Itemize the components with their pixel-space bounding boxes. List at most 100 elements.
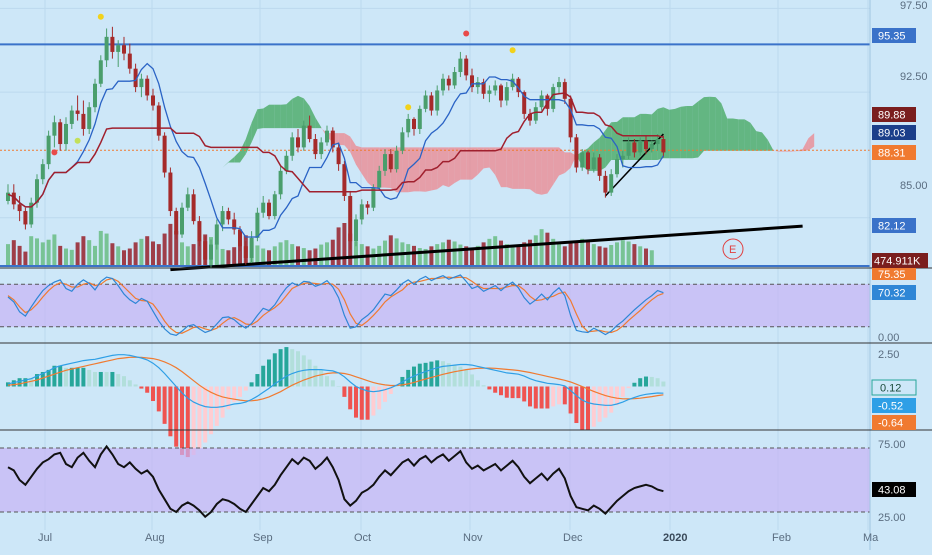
signal-dot-icon[interactable] bbox=[463, 30, 470, 37]
hline-bottom-value: 82.12 bbox=[878, 221, 906, 233]
macd-pane[interactable] bbox=[6, 347, 666, 458]
signal-dot-icon[interactable] bbox=[405, 104, 412, 111]
stochastic-pane[interactable] bbox=[0, 274, 870, 336]
volume-bar bbox=[156, 244, 161, 267]
signal-dot-icon[interactable] bbox=[97, 13, 104, 20]
candle-body bbox=[238, 229, 242, 247]
macd-histogram-bar bbox=[220, 386, 225, 418]
stoch-badge-a-value: 75.35 bbox=[878, 269, 906, 281]
macd-histogram-bar bbox=[649, 376, 654, 387]
candle-body bbox=[325, 130, 329, 143]
macd-histogram-bar bbox=[116, 374, 121, 387]
candle-body bbox=[400, 132, 405, 151]
price-pane[interactable] bbox=[0, 7, 870, 272]
macd-histogram-bar bbox=[586, 386, 590, 431]
stoch-d-line bbox=[7, 276, 664, 334]
candle-body bbox=[197, 221, 202, 242]
ichimoku-cloud-segment bbox=[344, 133, 351, 153]
candle-body bbox=[516, 78, 521, 93]
macd-histogram-bar bbox=[29, 378, 34, 387]
volume-bar bbox=[162, 233, 167, 267]
volume-bar bbox=[620, 240, 625, 267]
candle-body bbox=[35, 179, 39, 203]
macd-histogram-bar bbox=[371, 386, 376, 416]
candle-body bbox=[69, 110, 74, 124]
ichimoku-cloud-segment bbox=[738, 119, 745, 151]
rsi-pane[interactable] bbox=[0, 444, 870, 519]
macd-badge-a-value: 0.12 bbox=[880, 383, 901, 395]
macd-histogram-bar bbox=[545, 386, 550, 409]
volume-bar bbox=[214, 244, 219, 267]
ichimoku-cloud-segment bbox=[605, 122, 612, 168]
macd-histogram-bar bbox=[191, 386, 196, 455]
candle-body bbox=[365, 204, 370, 208]
volume-bar bbox=[417, 248, 422, 267]
ichimoku-cloud-segment bbox=[483, 147, 490, 169]
macd-tick-2-50: 2.50 bbox=[878, 349, 899, 361]
volume-bar bbox=[533, 235, 538, 267]
ichimoku-cloud-segment bbox=[675, 106, 681, 159]
volume-bar bbox=[319, 244, 324, 267]
macd-histogram-bar bbox=[127, 380, 132, 387]
candle-body bbox=[6, 192, 10, 201]
candle-body bbox=[661, 139, 666, 153]
ichimoku-cloud-segment bbox=[564, 152, 571, 173]
volume-bar bbox=[197, 240, 202, 267]
signal-dot-icon[interactable] bbox=[51, 149, 58, 156]
volume-bar bbox=[278, 242, 283, 267]
volume-value: 474.911K bbox=[874, 256, 921, 268]
volume-bar bbox=[475, 245, 480, 267]
volume-bar bbox=[46, 239, 51, 267]
macd-histogram-bar bbox=[522, 386, 527, 402]
time-label-aug: Aug bbox=[145, 532, 165, 544]
candle-body bbox=[586, 152, 590, 170]
volume-bar bbox=[615, 242, 619, 267]
macd-histogram-bar bbox=[267, 359, 271, 387]
volume-bar bbox=[568, 242, 573, 267]
macd-histogram-bar bbox=[168, 386, 173, 437]
candle-body bbox=[180, 207, 184, 235]
ichimoku-cloud-segment bbox=[356, 145, 362, 174]
earnings-marker-icon[interactable] bbox=[722, 238, 744, 260]
signal-dot-icon[interactable] bbox=[509, 47, 516, 54]
candle-body bbox=[174, 211, 179, 235]
candle-body bbox=[75, 110, 80, 114]
volume-bar bbox=[493, 236, 498, 267]
candle-body bbox=[383, 154, 387, 171]
macd-histogram-bar bbox=[319, 369, 324, 387]
macd-histogram-bar bbox=[133, 384, 138, 387]
volume-bar bbox=[232, 247, 237, 267]
macd-histogram-bar bbox=[487, 386, 492, 390]
macd-histogram-bar bbox=[203, 386, 208, 443]
ichimoku-cloud-segment bbox=[704, 96, 710, 151]
ichimoku-cloud-segment bbox=[321, 127, 327, 138]
volume-bar bbox=[75, 242, 80, 267]
candle-body bbox=[162, 135, 167, 173]
candle-body bbox=[603, 175, 608, 193]
trendline-long[interactable] bbox=[170, 224, 803, 272]
price-badge-a bbox=[872, 107, 916, 122]
macd-histogram-bar bbox=[197, 386, 202, 449]
ichimoku-cloud-segment bbox=[779, 150, 786, 152]
volume-bar bbox=[191, 244, 196, 267]
macd-histogram-bar bbox=[284, 347, 289, 387]
volume-bar bbox=[185, 246, 190, 267]
macd-histogram-bar bbox=[562, 386, 567, 405]
ichimoku-cloud-segment bbox=[535, 147, 542, 195]
macd-histogram-bar bbox=[307, 359, 312, 387]
candle-body bbox=[133, 68, 138, 88]
volume-bar bbox=[104, 233, 109, 267]
candle-body bbox=[52, 122, 57, 136]
ichimoku-cloud-segment bbox=[744, 119, 751, 151]
candle-body bbox=[64, 123, 68, 145]
macd-histogram-bar bbox=[243, 386, 248, 391]
volume-bar bbox=[284, 240, 289, 267]
macd-histogram-bar bbox=[417, 363, 422, 387]
ichimoku-cloud-segment bbox=[274, 104, 281, 129]
time-label-dec: Dec bbox=[563, 532, 583, 544]
stoch-band bbox=[0, 284, 870, 327]
volume-bar bbox=[470, 248, 474, 267]
signal-dot-icon[interactable] bbox=[74, 137, 81, 144]
candle-body bbox=[412, 118, 416, 129]
volume-bar bbox=[267, 250, 271, 267]
